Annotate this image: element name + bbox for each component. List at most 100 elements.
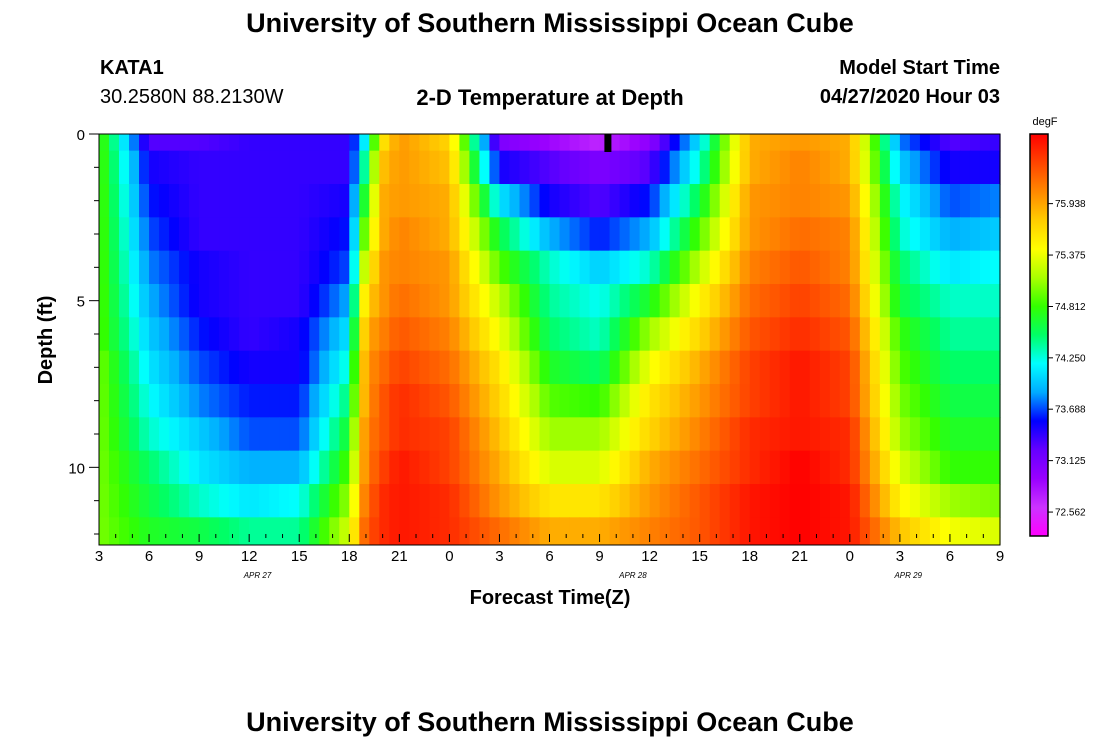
heatmap-cell: [799, 217, 811, 252]
heatmap-cell: [939, 450, 951, 485]
heatmap-cell: [249, 350, 260, 385]
heatmap-cell: [819, 317, 831, 352]
heatmap-cell: [599, 184, 611, 218]
heatmap-cell: [799, 250, 811, 285]
heatmap-cell: [839, 450, 851, 485]
heatmap-cell: [809, 384, 821, 418]
model-start-value: 04/27/2020 Hour 03: [819, 86, 1000, 108]
heatmap-cell: [729, 450, 741, 485]
heatmap-cell: [559, 317, 571, 352]
heatmap-cell: [769, 484, 781, 518]
heatmap-cell: [339, 417, 350, 452]
heatmap-cell: [559, 150, 571, 185]
heatmap-cell: [879, 134, 891, 152]
heatmap-cell: [859, 450, 871, 485]
heatmap-cell: [849, 484, 861, 518]
heatmap-cell: [739, 184, 751, 218]
heatmap-cell: [319, 384, 330, 418]
heatmap-cell: [239, 134, 250, 152]
heatmap-cell: [159, 384, 170, 418]
heatmap-cell: [979, 450, 991, 485]
heatmap-cell: [149, 217, 160, 252]
heatmap-cell: [989, 317, 1001, 352]
heatmap-cell: [829, 317, 841, 352]
heatmap-cell: [569, 150, 581, 185]
heatmap-cell: [489, 284, 501, 318]
heatmap-cell: [899, 417, 911, 452]
heatmap-cell: [929, 250, 941, 285]
heatmap-cell: [979, 134, 991, 152]
heatmap-cell: [469, 450, 481, 485]
heatmap-cell: [669, 417, 681, 452]
heatmap-cell: [389, 284, 400, 318]
heatmap-cell: [679, 184, 691, 218]
heatmap-cell: [369, 217, 380, 252]
heatmap-cell: [879, 417, 891, 452]
heatmap-cell: [399, 450, 410, 485]
heatmap-cell: [109, 350, 120, 385]
heatmap-cell: [979, 317, 991, 352]
heatmap-cell: [859, 517, 871, 545]
heatmap-cell: [349, 417, 360, 452]
heatmap-cell: [509, 150, 521, 185]
heatmap-cell: [989, 450, 1001, 485]
heatmap-cell: [209, 484, 220, 518]
heatmap-cell: [189, 184, 200, 218]
heatmap-cell: [659, 517, 671, 545]
heatmap-cell: [219, 250, 230, 285]
heatmap-cell: [949, 450, 961, 485]
heatmap-cell: [739, 350, 751, 385]
heatmap-cell: [759, 284, 771, 318]
heatmap-cell: [359, 450, 370, 485]
heatmap-cell: [529, 150, 541, 185]
heatmap-cell: [539, 484, 551, 518]
heatmap-cell: [339, 384, 350, 418]
heatmap-cell: [259, 134, 270, 152]
heatmap-cell: [289, 284, 300, 318]
heatmap-cell: [439, 134, 450, 152]
heatmap-cell: [989, 134, 1001, 152]
heatmap-cell: [549, 150, 561, 185]
heatmap-cell: [249, 184, 260, 218]
heatmap-cell: [439, 217, 450, 252]
heatmap-cell: [959, 517, 971, 545]
heatmap-cell: [399, 150, 410, 185]
heatmap-cell: [549, 517, 561, 545]
heatmap-cell: [279, 484, 290, 518]
heatmap-cell: [669, 134, 681, 152]
heatmap-cell: [569, 317, 581, 352]
heatmap-cell: [799, 417, 811, 452]
heatmap-cell: [409, 184, 420, 218]
heatmap-cell: [219, 350, 230, 385]
heatmap-cell: [489, 317, 501, 352]
heatmap-cell: [219, 150, 230, 185]
heatmap-cell: [989, 184, 1001, 218]
heatmap-cell: [589, 484, 601, 518]
heatmap-cell: [909, 517, 921, 545]
heatmap-cell: [509, 217, 521, 252]
heatmap-cell: [749, 317, 761, 352]
heatmap-cell: [149, 350, 160, 385]
heatmap-cell: [369, 384, 380, 418]
heatmap-cell: [899, 317, 911, 352]
heatmap-cell: [929, 134, 941, 152]
heatmap-cell: [669, 184, 681, 218]
heatmap-cell: [929, 217, 941, 252]
heatmap-cell: [929, 384, 941, 418]
heatmap-cell: [639, 217, 651, 252]
heatmap-cell: [839, 134, 851, 152]
heatmap-cell: [159, 184, 170, 218]
heatmap-cell: [799, 134, 811, 152]
heatmap-cell: [259, 384, 270, 418]
heatmap-cell: [899, 384, 911, 418]
heatmap-cell: [629, 134, 641, 152]
heatmap-cell: [779, 317, 791, 352]
heatmap-cell: [569, 350, 581, 385]
heatmap-cell: [299, 150, 310, 185]
heatmap-cell: [409, 417, 420, 452]
heatmap-cell: [179, 250, 190, 285]
heatmap-cell: [489, 350, 501, 385]
heatmap-cell: [909, 150, 921, 185]
heatmap-cell: [459, 217, 471, 252]
heatmap-cell: [709, 417, 721, 452]
